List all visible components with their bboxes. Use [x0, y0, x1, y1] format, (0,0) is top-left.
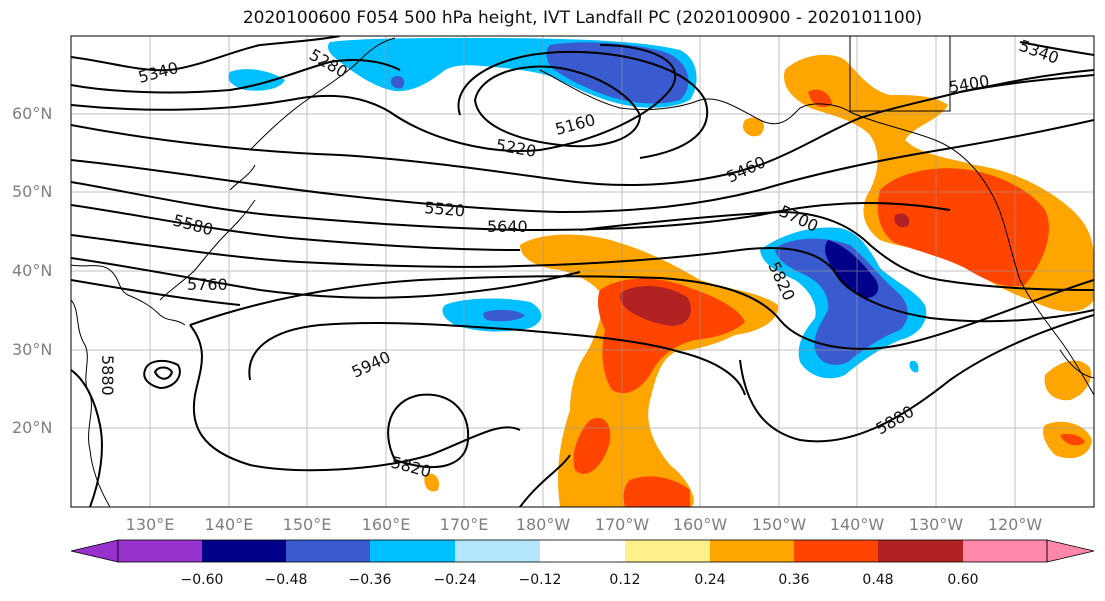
redorange-mexico: [1060, 433, 1085, 446]
colorbar-tick-label: 0.12: [609, 572, 641, 588]
colorbar-tick-label: −0.24: [433, 572, 477, 588]
colorbar-segment-white: [540, 540, 625, 562]
contour-small-ring-west: [143, 359, 181, 390]
colorbar-segment-yellow: [625, 540, 710, 562]
darkred-core-central-pacific: [620, 286, 692, 326]
positive-south-bottom: [623, 476, 690, 507]
lon-label: 170°E: [439, 515, 489, 534]
height-contours: [71, 36, 1094, 507]
coast-kamchatka: [249, 37, 396, 151]
positive-anomaly-core-na: [877, 168, 1049, 287]
colorbar-tick-label: −0.60: [180, 572, 224, 588]
colorbar-segment-redorange: [794, 540, 878, 562]
contour-south-edge: [519, 454, 571, 507]
colorbar-segment-pink: [963, 540, 1047, 562]
map-inset-box: [849, 36, 951, 112]
contour-5220-inner-ring: [457, 50, 709, 159]
negative-navy-ne-pacific: [825, 240, 879, 298]
coast-mexico: [1059, 349, 1094, 379]
negative-small-ne-pacific: [909, 360, 919, 373]
lat-label: 30°N: [12, 340, 53, 359]
darkred-spot-2: [808, 89, 832, 108]
colorbar-segment-purple: [118, 540, 202, 562]
colorbar-segment-blue: [286, 540, 370, 562]
colorbar-tick-label: −0.48: [264, 572, 308, 588]
map-gridlines: [71, 36, 1094, 507]
contour-5280: [71, 59, 401, 94]
contour-5640: [71, 204, 1094, 291]
contour-5340-east: [1019, 41, 1094, 56]
colorbar-segment-orange: [710, 540, 794, 562]
negative-anomaly-kamchatka: [228, 69, 285, 91]
colorbar-extend-high: [1046, 539, 1095, 563]
lat-label: 60°N: [12, 104, 53, 123]
contour-label: 5640: [487, 217, 528, 236]
lon-label: 140°W: [829, 515, 885, 534]
colorbar-tick-label: −0.12: [518, 572, 562, 588]
colorbar-segment-lightblue: [455, 540, 540, 562]
contour-5340-west: [71, 36, 341, 72]
contour-5580: [71, 181, 951, 232]
ivt-shading: [228, 38, 1094, 507]
negative-small-bering: [390, 75, 405, 89]
contour-label: 5760: [187, 275, 228, 294]
negative-core-west-pacific: [482, 309, 525, 322]
contour-5400: [959, 69, 1094, 93]
colorbar: [70, 539, 1095, 563]
colorbar-segment-darkred: [878, 540, 963, 562]
lon-label: 130°E: [125, 515, 175, 534]
positive-anomaly-alaska: [742, 117, 765, 137]
negative-core-ne-pacific: [775, 238, 908, 365]
contour-5160-ring: [473, 65, 642, 148]
colorbar-extend-low: [70, 539, 119, 563]
colorbar-tick-label: 0.60: [947, 572, 979, 588]
map-frame: [70, 35, 1095, 508]
contour-5880: [189, 314, 1094, 472]
colorbar-frame: [117, 539, 1048, 563]
positive-south-strip: [573, 417, 611, 474]
lon-label: 130°W: [908, 515, 964, 534]
contour-label: 5520: [424, 198, 466, 220]
darkred-spot-1: [894, 213, 910, 228]
lon-label: 170°W: [594, 515, 650, 534]
lon-label: 160°E: [361, 515, 411, 534]
colorbar-tick-label: 0.36: [778, 572, 810, 588]
lon-label: 120°W: [987, 515, 1043, 534]
negative-core-bering: [546, 42, 689, 104]
colorbar-segment-navy: [202, 540, 286, 562]
colorbar-tick-label: −0.36: [348, 572, 392, 588]
lon-label: 140°E: [204, 515, 254, 534]
positive-hawaii-spot: [424, 473, 439, 492]
coast-alaska: [539, 69, 851, 125]
contour-small-ring-inner: [153, 366, 174, 380]
contour-5520: [71, 119, 1094, 214]
lat-label: 20°N: [12, 418, 53, 437]
lon-label: 180°W: [515, 515, 571, 534]
contour-5460: [71, 74, 1094, 186]
colorbar-tick-label: 0.24: [694, 572, 726, 588]
coast-japan: [159, 164, 256, 301]
lat-label: 50°N: [12, 182, 53, 201]
contour-5700: [71, 234, 1094, 323]
contour-5940: [248, 321, 746, 396]
coast-na-west: [849, 111, 1094, 396]
contour-5820-south: [387, 393, 470, 468]
lon-label: 160°W: [672, 515, 728, 534]
colorbar-segment-cyan: [370, 540, 455, 562]
contour-5820-north: [71, 275, 1094, 350]
contour-5880-west: [71, 369, 103, 507]
contour-label: 5880: [98, 355, 117, 396]
contour-5760: [71, 257, 581, 299]
lon-label: 150°W: [751, 515, 807, 534]
contour-5220: [71, 44, 677, 152]
lon-label: 150°E: [282, 515, 332, 534]
map-title: 2020100600 F054 500 hPa height, IVT Land…: [242, 8, 923, 28]
lat-label: 40°N: [12, 261, 53, 280]
colorbar-tick-label: 0.48: [862, 572, 894, 588]
